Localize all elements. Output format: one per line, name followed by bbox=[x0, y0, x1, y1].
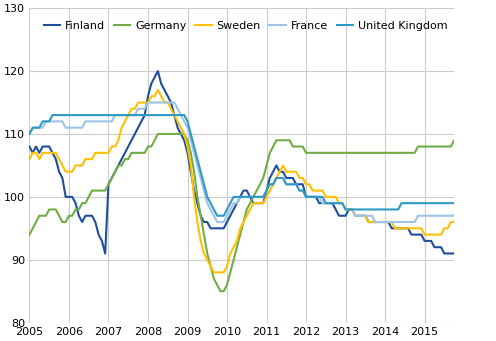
Sweden bbox=[379, 220, 385, 224]
Sweden bbox=[382, 220, 388, 224]
France bbox=[79, 125, 85, 130]
Germany bbox=[155, 132, 161, 136]
France bbox=[382, 220, 388, 224]
Finland bbox=[79, 220, 85, 224]
Sweden bbox=[458, 214, 464, 218]
United Kingdom bbox=[379, 207, 385, 211]
France bbox=[379, 220, 385, 224]
Germany bbox=[382, 151, 388, 155]
Line: United Kingdom: United Kingdom bbox=[29, 115, 461, 216]
France bbox=[26, 132, 32, 136]
Legend: Finland, Germany, Sweden, France, United Kingdom: Finland, Germany, Sweden, France, United… bbox=[39, 17, 452, 36]
Finland bbox=[62, 195, 68, 199]
United Kingdom bbox=[162, 113, 168, 117]
United Kingdom bbox=[82, 113, 88, 117]
Sweden bbox=[155, 88, 161, 92]
Germany bbox=[379, 151, 385, 155]
Finland bbox=[379, 220, 385, 224]
France bbox=[145, 101, 151, 105]
Germany bbox=[458, 138, 464, 142]
Sweden bbox=[79, 163, 85, 167]
Line: Sweden: Sweden bbox=[29, 90, 461, 272]
France bbox=[214, 220, 220, 224]
Germany bbox=[26, 233, 32, 237]
Sweden bbox=[211, 270, 217, 275]
Finland bbox=[102, 251, 108, 255]
Sweden bbox=[26, 157, 32, 161]
Germany bbox=[175, 132, 181, 136]
Line: France: France bbox=[29, 103, 461, 222]
United Kingdom bbox=[458, 201, 464, 205]
United Kingdom bbox=[66, 113, 72, 117]
Finland bbox=[382, 220, 388, 224]
Germany bbox=[62, 220, 68, 224]
United Kingdom bbox=[214, 214, 220, 218]
France bbox=[458, 207, 464, 211]
Germany bbox=[162, 132, 168, 136]
France bbox=[162, 101, 168, 105]
Finland bbox=[26, 145, 32, 149]
France bbox=[62, 125, 68, 130]
Line: Germany: Germany bbox=[29, 134, 461, 291]
Line: Finland: Finland bbox=[29, 71, 461, 253]
Germany bbox=[79, 201, 85, 205]
Finland bbox=[155, 69, 161, 73]
Sweden bbox=[162, 101, 168, 105]
Germany bbox=[217, 289, 223, 293]
France bbox=[175, 107, 181, 111]
United Kingdom bbox=[50, 113, 56, 117]
United Kingdom bbox=[26, 132, 32, 136]
Sweden bbox=[62, 170, 68, 174]
Sweden bbox=[175, 119, 181, 123]
Finland bbox=[165, 94, 171, 98]
Finland bbox=[178, 132, 184, 136]
United Kingdom bbox=[175, 113, 181, 117]
Finland bbox=[458, 245, 464, 249]
United Kingdom bbox=[382, 207, 388, 211]
